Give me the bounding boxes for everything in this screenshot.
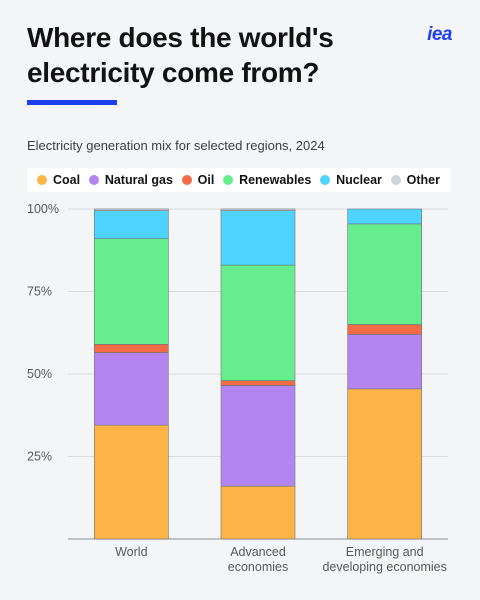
chart-title: Where does the world's electricity come … bbox=[27, 20, 407, 90]
bar-segment-coal bbox=[220, 485, 296, 540]
legend-item-coal: Coal bbox=[37, 173, 80, 187]
bar-segment-natural-gas bbox=[347, 334, 422, 390]
title-line-1: Where does the world's bbox=[27, 22, 334, 53]
chart-legend: Coal Natural gas Oil Renewables Nuclear Other bbox=[27, 168, 450, 192]
bar-segment-coal bbox=[347, 388, 422, 540]
title-line-2: electricity come from? bbox=[27, 57, 320, 88]
bar-segment-oil bbox=[94, 344, 169, 353]
bar-segment-coal bbox=[94, 424, 169, 540]
bar-segment-nuclear bbox=[220, 210, 296, 266]
legend-label: Coal bbox=[53, 173, 81, 187]
legend-swatch bbox=[37, 175, 47, 185]
legend-label: Renewables bbox=[239, 173, 312, 187]
legend-item-other: Other bbox=[390, 173, 440, 187]
bar-segment-natural-gas bbox=[220, 385, 296, 487]
legend-swatch bbox=[181, 175, 192, 185]
bar-segment-oil bbox=[220, 380, 296, 386]
legend-item-renewables: Renewables bbox=[223, 173, 311, 187]
bar-segment-renewables bbox=[220, 264, 296, 381]
bar-segment-nuclear bbox=[94, 210, 169, 239]
legend-label: Oil bbox=[197, 173, 215, 187]
bar-segment-nuclear bbox=[347, 208, 422, 225]
x-category-label: Emerging and bbox=[346, 545, 424, 559]
bar-segment-natural-gas bbox=[94, 352, 169, 426]
legend-label: Natural gas bbox=[104, 173, 173, 187]
legend-item-nuclear: Nuclear bbox=[320, 173, 382, 187]
x-category-label: economies bbox=[228, 560, 288, 574]
x-category-label: developing economies bbox=[322, 560, 446, 574]
legend-item-oil: Oil bbox=[181, 173, 215, 187]
x-category-label: World bbox=[115, 545, 147, 559]
legend-swatch bbox=[223, 175, 234, 185]
bar-segment-renewables bbox=[347, 223, 422, 325]
y-tick-label: 100% bbox=[27, 202, 59, 216]
y-tick-label: 75% bbox=[27, 285, 52, 299]
bar-segment-other bbox=[220, 208, 296, 211]
legend-label: Other bbox=[406, 173, 440, 187]
y-tick-label: 25% bbox=[27, 450, 52, 464]
accent-bar bbox=[27, 100, 117, 105]
bar-segment-other bbox=[94, 208, 169, 211]
bar-segment-renewables bbox=[94, 238, 169, 345]
legend-swatch bbox=[390, 175, 401, 185]
legend-swatch bbox=[320, 175, 331, 185]
legend-item-natural-gas: Natural gas bbox=[88, 173, 173, 187]
bar-segment-oil bbox=[347, 324, 422, 335]
legend-swatch bbox=[88, 175, 99, 185]
iea-logo: iea bbox=[427, 24, 452, 45]
legend-label: Nuclear bbox=[336, 173, 382, 187]
x-category-label: Advanced bbox=[230, 545, 286, 559]
chart-subtitle: Electricity generation mix for selected … bbox=[27, 138, 325, 153]
y-tick-label: 50% bbox=[27, 367, 52, 381]
